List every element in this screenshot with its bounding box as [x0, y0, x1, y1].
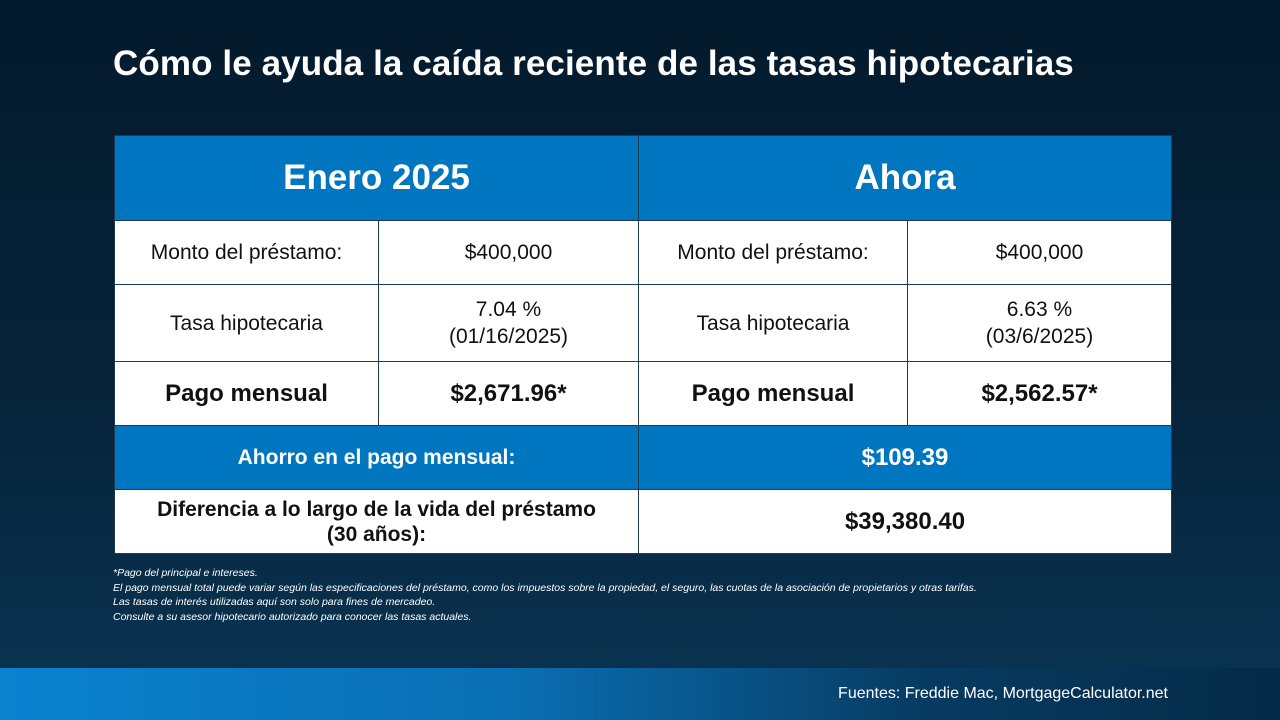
- footnote: Las tasas de interés utilizadas aquí son…: [113, 596, 436, 608]
- january-rate-date: (01/16/2025): [448, 325, 569, 348]
- january-rate-value: 7.04 %: [475, 298, 542, 321]
- savings-row: Ahorro en el pago mensual: $109.39: [114, 425, 1172, 490]
- lifetime-label-line2: (30 años):: [326, 522, 427, 546]
- footnote: Consulte a su asesor hipotecario autoriz…: [113, 610, 472, 623]
- table-row: Monto del préstamo: $400,000 Monto del p…: [114, 220, 1172, 285]
- now-payment-label: Pago mensual: [638, 361, 908, 426]
- lifetime-label-line1: Diferencia a lo largo de la vida del pré…: [157, 497, 596, 521]
- header-now: Ahora: [638, 135, 1172, 221]
- footnote: *Pago del principal e intereses.: [113, 567, 258, 579]
- rate-comparison-table: Enero 2025 Ahora Monto del préstamo: $40…: [114, 135, 1172, 554]
- lifetime-label: Diferencia a lo largo de la vida del pré…: [114, 489, 639, 554]
- january-payment-value: $2,671.96*: [378, 361, 639, 426]
- header-january: Enero 2025: [114, 135, 639, 221]
- now-rate-value: 6.63 %: [1006, 298, 1073, 321]
- lifetime-value: $39,380.40: [638, 489, 1172, 554]
- savings-label: Ahorro en el pago mensual:: [114, 425, 639, 490]
- now-rate-label: Tasa hipotecaria: [638, 284, 908, 362]
- now-payment-value: $2,562.57*: [907, 361, 1172, 426]
- lifetime-difference-row: Diferencia a lo largo de la vida del pré…: [114, 489, 1172, 554]
- january-loan-value: $400,000: [378, 220, 639, 285]
- footnote: El pago mensual total puede variar según…: [113, 581, 977, 594]
- january-rate-cell: 7.04 % (01/16/2025): [378, 284, 639, 362]
- now-rate-date: (03/6/2025): [985, 325, 1094, 348]
- table-row: Pago mensual $2,671.96* Pago mensual $2,…: [114, 361, 1172, 426]
- now-loan-label: Monto del préstamo:: [638, 220, 908, 285]
- january-payment-label: Pago mensual: [114, 361, 379, 426]
- table-header-row: Enero 2025 Ahora: [114, 135, 1172, 221]
- footnotes: *Pago del principal e intereses. El pago…: [113, 566, 977, 624]
- sources-text: Fuentes: Freddie Mac, MortgageCalculator…: [838, 685, 1168, 702]
- now-loan-value: $400,000: [907, 220, 1172, 285]
- page-title: Cómo le ayuda la caída reciente de las t…: [113, 44, 1074, 83]
- january-rate-label: Tasa hipotecaria: [114, 284, 379, 362]
- footer-bar: Fuentes: Freddie Mac, MortgageCalculator…: [0, 668, 1280, 720]
- table-row: Tasa hipotecaria 7.04 % (01/16/2025) Tas…: [114, 284, 1172, 362]
- now-rate-cell: 6.63 % (03/6/2025): [907, 284, 1172, 362]
- january-loan-label: Monto del préstamo:: [114, 220, 379, 285]
- savings-value: $109.39: [638, 425, 1172, 490]
